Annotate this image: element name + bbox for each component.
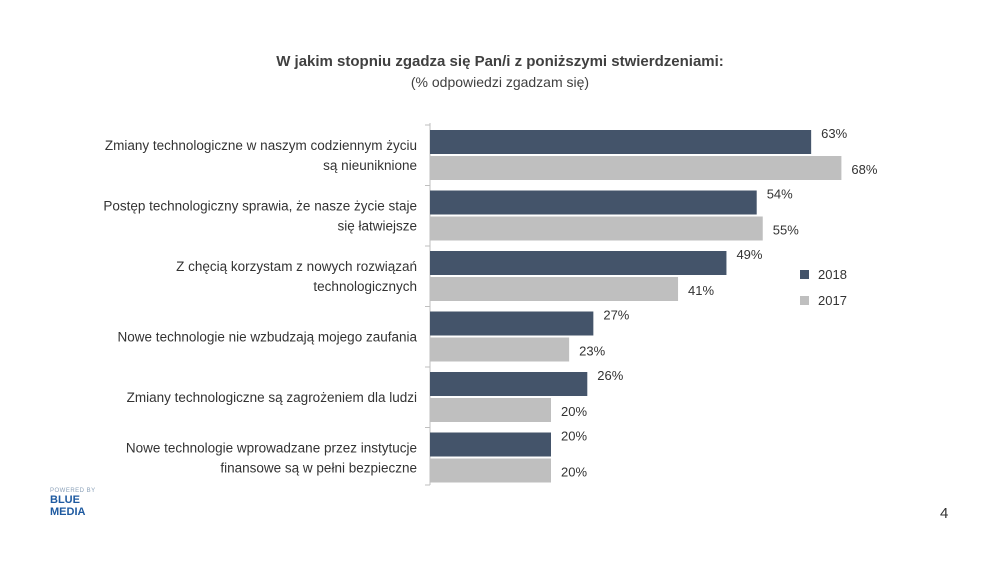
category-label: Zmiany technologiczne są zagrożeniem dla… [127,390,417,405]
data-label-2018: 26% [597,368,623,383]
legend-label-2018: 2018 [818,267,847,282]
category-label: finansowe są w pełni bezpieczne [220,461,417,476]
data-label-2018: 20% [561,429,587,444]
bar-2017 [430,398,551,422]
blue-media-logo: POWERED BY BLUE MEDIA [50,488,96,518]
data-label-2018: 63% [821,126,847,141]
category-label: technologicznych [313,279,417,294]
data-label-2018: 27% [603,308,629,323]
data-label-2017: 68% [851,162,877,177]
data-label-2018: 49% [736,247,762,262]
category-label: są nieuniknione [323,158,417,173]
bar-2018 [430,311,594,336]
bar-2018 [430,372,588,396]
bar-2018 [430,251,727,275]
category-label: Z chęcią korzystam z nowych rozwiązań [176,259,417,274]
bar-2017 [430,277,679,301]
bar-2017 [430,458,551,483]
brand-line-1: BLUE [50,494,80,506]
category-label: Zmiany technologiczne w naszym codzienny… [105,138,417,153]
data-label-2018: 54% [767,187,793,202]
brand-line-2: MEDIA [50,506,86,518]
bar-2018 [430,130,812,154]
data-label-2017: 20% [561,465,587,480]
bar-2018 [430,190,757,215]
bar-2018 [430,432,551,457]
page-number: 4 [940,505,949,522]
powered-by-text: POWERED BY [50,488,96,494]
category-label: Postęp technologiczny sprawia, że nasze … [103,199,417,214]
data-label-2017: 23% [579,344,605,359]
category-label: się łatwiejsze [337,219,417,234]
data-label-2017: 55% [773,223,799,238]
chart-title: W jakim stopniu zgadza się Pan/i z poniż… [276,53,724,70]
bar-2017 [430,337,570,362]
data-label-2017: 20% [561,404,587,419]
legend-label-2017: 2017 [818,293,847,308]
data-label-2017: 41% [688,283,714,298]
bar-2017 [430,156,842,180]
bar-2017 [430,216,763,241]
chart-subtitle: (% odpowiedzi zgadzam się) [410,74,590,90]
legend-swatch-2018 [800,270,809,279]
legend-swatch-2017 [800,296,809,305]
category-label: Nowe technologie nie wzbudzają mojego za… [118,330,418,345]
category-label: Nowe technologie wprowadzane przez insty… [126,441,417,456]
